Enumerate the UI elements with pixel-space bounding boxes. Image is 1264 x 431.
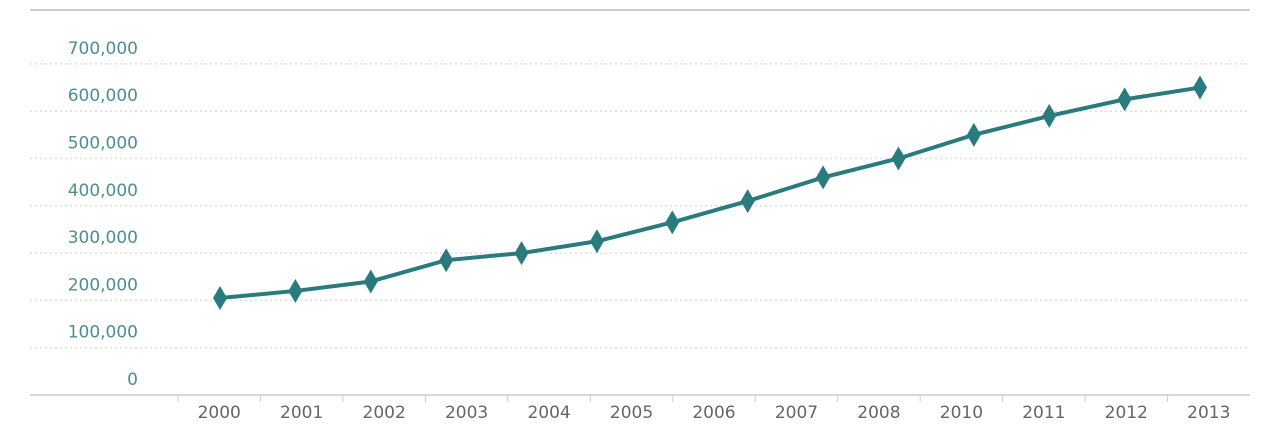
x-tick-label: 2004	[527, 403, 570, 423]
marker	[740, 189, 755, 214]
x-tick-label: 2008	[857, 403, 900, 423]
x-tick-label: 2003	[445, 403, 488, 423]
y-tick-label: 500,000	[68, 134, 138, 154]
x-tick-label: 2006	[692, 403, 735, 423]
marker	[665, 210, 680, 235]
x-tick-label: 2001	[280, 403, 323, 423]
x-tick-label: 2012	[1105, 403, 1148, 423]
y-tick-label: 600,000	[68, 86, 138, 106]
y-tick-label: 400,000	[68, 181, 138, 201]
marker	[816, 165, 831, 190]
x-tick-label: 2005	[610, 403, 653, 423]
marker	[213, 286, 227, 311]
marker	[966, 122, 981, 147]
marker	[891, 146, 906, 171]
marker	[288, 278, 303, 303]
marker	[1193, 75, 1207, 100]
marker	[363, 269, 378, 294]
x-tick-label: 2002	[363, 403, 406, 423]
y-tick-label: 700,000	[68, 39, 138, 59]
marker	[589, 229, 604, 254]
line	[219, 85, 1201, 301]
x-tick-label: 2007	[775, 403, 818, 423]
x-tick-label: 2000	[198, 403, 241, 423]
x-tick-label: 2011	[1022, 403, 1065, 423]
marker	[514, 241, 529, 266]
x-tick-label: 2010	[940, 403, 983, 423]
y-tick-label: 100,000	[68, 323, 138, 343]
marker	[439, 248, 454, 273]
marker	[1042, 103, 1057, 128]
x-tick-label: 2013	[1187, 403, 1230, 423]
y-tick-label: 0	[127, 370, 138, 390]
y-tick-label: 300,000	[68, 228, 138, 248]
y-tick-label: 200,000	[68, 275, 138, 295]
marker	[1117, 87, 1132, 112]
